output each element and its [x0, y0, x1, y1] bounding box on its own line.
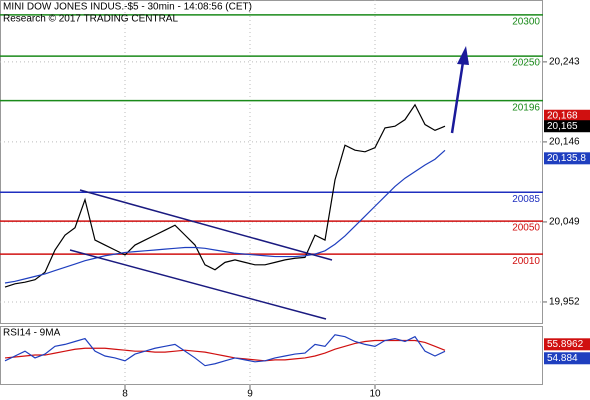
arrow	[450, 61, 465, 134]
rsi-line	[4, 339, 446, 362]
level-label: 20010	[512, 256, 540, 267]
x-tick-label: 8	[122, 389, 128, 400]
level-label: 20085	[512, 194, 540, 205]
rsi-title: RSI14 - 9MA	[3, 328, 61, 339]
channel-line	[79, 189, 333, 261]
rsi-box	[544, 352, 590, 365]
y-tick-label: 20,049	[549, 217, 580, 228]
chart-subtitle: Research © 2017 TRADING CENTRAL	[3, 14, 178, 25]
price-label: 20,135.8	[547, 153, 586, 164]
price-box	[544, 120, 590, 133]
level-label: 20300	[512, 16, 540, 27]
rsi-box	[544, 338, 590, 351]
price-label: 20,168	[547, 110, 578, 121]
level-label: 20196	[512, 102, 540, 113]
plot-layer	[0, 0, 547, 389]
main-panel	[0, 0, 543, 324]
rsi-panel	[0, 326, 543, 385]
arrow-head	[457, 46, 469, 65]
y-tick-label: 20,146	[549, 137, 580, 148]
channel-line	[69, 249, 327, 320]
level-label: 20050	[512, 223, 540, 234]
price-label: 20,165	[547, 121, 578, 132]
rsi-line	[4, 334, 446, 367]
rsi-label: 55.8962	[547, 339, 584, 350]
chart-title: MINI DOW JONES INDUS.-$5 - 30min - 14:08…	[3, 2, 252, 13]
rsi-label: 54.884	[547, 353, 578, 364]
x-tick-label: 9	[247, 389, 253, 400]
x-tick-label: 10	[369, 389, 381, 400]
price-line	[4, 103, 446, 288]
price-box	[544, 109, 590, 122]
price-box	[544, 152, 590, 165]
price-line	[4, 149, 446, 284]
y-tick-label: 20,243	[549, 57, 580, 68]
level-label: 20250	[512, 58, 540, 69]
y-tick-label: 19,952	[549, 297, 580, 308]
